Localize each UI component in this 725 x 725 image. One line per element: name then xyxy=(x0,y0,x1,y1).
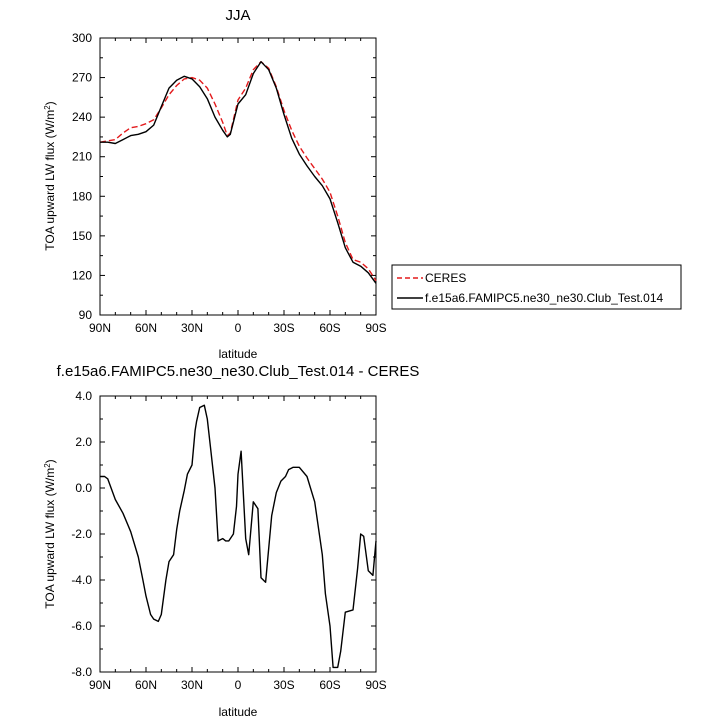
bottom-title: f.e15a6.FAMIPC5.ne30_ne30.Club_Test.014 … xyxy=(57,363,420,380)
top-xtick-label: 60N xyxy=(135,321,157,335)
top-ytick-label: 300 xyxy=(72,31,92,45)
bottom-ytick-label: 4.0 xyxy=(75,389,92,403)
top-ylabel-sup: 2 xyxy=(43,105,52,110)
bottom-panel: f.e15a6.FAMIPC5.ne30_ne30.Club_Test.014 … xyxy=(43,363,419,719)
bottom-ytick-label: 0.0 xyxy=(75,481,92,495)
legend: CERES f.e15a6.FAMIPC5.ne30_ne30.Club_Tes… xyxy=(391,264,682,310)
top-xtick-label: 30S xyxy=(273,321,294,335)
bottom-ytick-label: 2.0 xyxy=(75,435,92,449)
top-xtick-label: 90N xyxy=(89,321,111,335)
top-xlabel: latitude xyxy=(219,347,258,361)
top-ytick-label: 210 xyxy=(72,150,92,164)
top-series-line-f-e15a6-famipc5-ne30-ne30-club-test-014 xyxy=(100,61,377,284)
bottom-ylabel-end: ) xyxy=(43,459,57,463)
top-series-group xyxy=(99,61,377,284)
bottom-series-group xyxy=(100,404,377,669)
bottom-ytick-label: -4.0 xyxy=(71,573,92,587)
bottom-xtick-label: 30N xyxy=(181,678,203,692)
bottom-xtick-label: 90N xyxy=(89,678,111,692)
top-xtick-label: 60S xyxy=(319,321,340,335)
bottom-xtick-label: 60S xyxy=(319,678,340,692)
top-panel: JJA 90N 60N 30N 0 30S 60S 90S 90 120 150 180 210 240… xyxy=(43,7,387,361)
top-xtick-label: 0 xyxy=(235,321,242,335)
top-plot-frame xyxy=(99,37,377,316)
legend-box xyxy=(391,264,682,310)
bottom-xtick-label: 0 xyxy=(235,678,242,692)
top-ytick-label: 150 xyxy=(72,229,92,243)
bottom-ticks: 90N 60N 30N 0 30S 60S 90S -8.0 -6.0 -4.0 -2.0 0.0 2.… xyxy=(71,389,386,692)
bottom-xlabel: latitude xyxy=(219,705,258,719)
top-ylabel-end: ) xyxy=(43,101,57,105)
bottom-ytick-label: -6.0 xyxy=(71,619,92,633)
legend-label-model: f.e15a6.FAMIPC5.ne30_ne30.Club_Test.014 xyxy=(425,291,663,305)
bottom-plot-frame xyxy=(99,395,377,673)
top-xtick-label: 90S xyxy=(365,321,386,335)
bottom-xtick-label: 60N xyxy=(135,678,157,692)
top-ytick-label: 270 xyxy=(72,71,92,85)
top-series-line-ceres xyxy=(99,61,377,282)
top-ylabel-main: TOA upward LW flux (W/m xyxy=(43,110,57,251)
top-ytick-label: 90 xyxy=(79,308,93,322)
bottom-ytick-label: -8.0 xyxy=(71,665,92,679)
top-ylabel: TOA upward LW flux (W/m2) xyxy=(43,101,57,250)
top-xtick-label: 30N xyxy=(181,321,203,335)
top-ticks: 90N 60N 30N 0 30S 60S 90S 90 120 150 180 210 240 270 3… xyxy=(72,31,387,335)
bottom-series-line-difference xyxy=(100,404,377,669)
top-ytick-label: 180 xyxy=(72,189,92,203)
top-title: JJA xyxy=(225,7,250,24)
legend-label-ceres: CERES xyxy=(425,271,466,285)
bottom-xtick-label: 90S xyxy=(365,678,386,692)
top-ytick-label: 240 xyxy=(72,110,92,124)
bottom-xtick-label: 30S xyxy=(273,678,294,692)
bottom-ytick-label: -2.0 xyxy=(71,527,92,541)
bottom-ylabel-sup: 2 xyxy=(43,463,52,468)
bottom-ylabel: TOA upward LW flux (W/m2) xyxy=(43,459,57,608)
bottom-ylabel-main: TOA upward LW flux (W/m xyxy=(43,468,57,609)
top-ytick-label: 120 xyxy=(72,268,92,282)
